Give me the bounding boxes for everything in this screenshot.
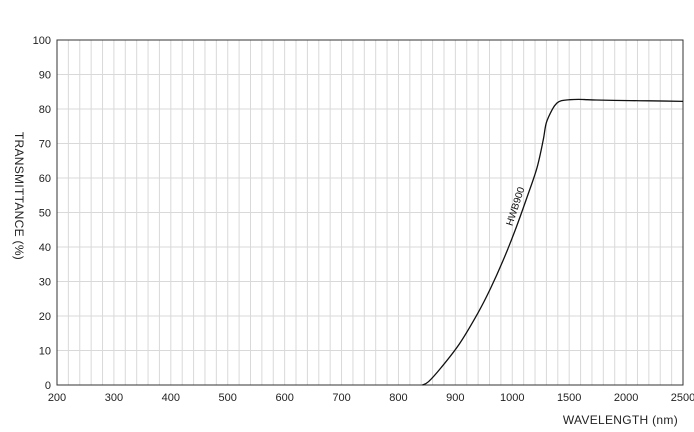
x-tick-label: 1500 (557, 392, 581, 404)
y-axis-title: TRANSMITTANCE (%) (12, 132, 26, 260)
x-tick-label: 1000 (500, 392, 524, 404)
x-tick-label: 2000 (614, 392, 638, 404)
y-tick-label: 20 (39, 311, 51, 323)
x-tick-label: 800 (389, 392, 407, 404)
y-tick-label: 100 (33, 35, 51, 47)
x-tick-label: 400 (162, 392, 180, 404)
x-tick-label: 700 (332, 392, 350, 404)
x-tick-label: 600 (275, 392, 293, 404)
y-tick-label: 10 (39, 346, 51, 358)
y-tick-label: 60 (39, 173, 51, 185)
y-tick-label: 50 (39, 208, 51, 220)
y-tick-label: 30 (39, 277, 51, 289)
x-tick-label: 300 (105, 392, 123, 404)
y-tick-label: 70 (39, 139, 51, 151)
x-axis-title: WAVELENGTH (nm) (563, 413, 678, 427)
x-tick-label: 500 (219, 392, 237, 404)
y-tick-label: 40 (39, 242, 51, 254)
grid (57, 39, 683, 385)
axes (56, 39, 684, 386)
y-tick-label: 0 (45, 380, 51, 392)
y-tick-label: 90 (39, 70, 51, 82)
tick-labels: 200 300 400 500 600 700 800 900 1000 1500 2000 2500… (33, 35, 694, 404)
plot-frame (56, 39, 684, 386)
x-tick-label: 2500 (671, 392, 694, 404)
x-tick-label: 900 (446, 392, 464, 404)
y-tick-label: 80 (39, 104, 51, 116)
x-tick-label: 200 (48, 392, 66, 404)
series-layer: HWB900 (422, 98, 684, 386)
series-line-hwb900 (422, 98, 684, 386)
